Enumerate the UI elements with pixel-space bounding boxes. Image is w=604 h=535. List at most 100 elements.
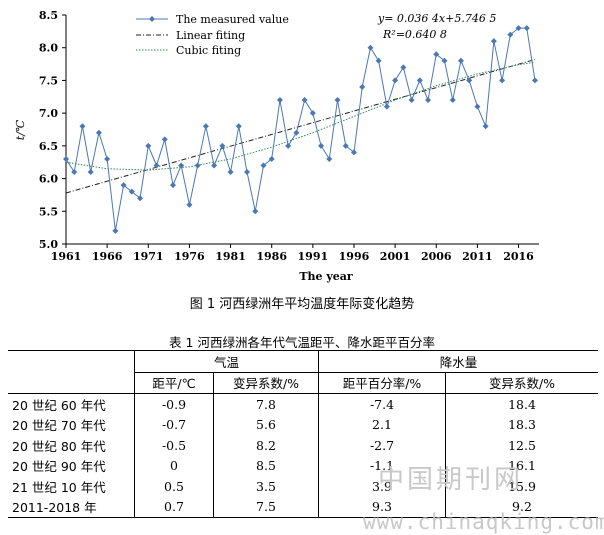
data-point xyxy=(128,188,135,195)
data-point xyxy=(87,169,94,176)
cell-temp-anomaly: 0.5 xyxy=(134,476,214,497)
data-point xyxy=(178,162,185,169)
data-point xyxy=(457,57,464,64)
cell-precip-cv: 15.9 xyxy=(445,476,598,497)
row-label: 20 世纪 60 年代 xyxy=(12,397,106,413)
group-header-temperature: 气温 xyxy=(134,350,319,373)
cell-temp-cv: 3.5 xyxy=(213,476,319,497)
x-tick-label: 1981 xyxy=(215,250,246,263)
cell-precip-anomaly-pct: 2.1 xyxy=(318,414,446,435)
data-point xyxy=(350,149,357,156)
data-point xyxy=(169,182,176,189)
data-point xyxy=(466,77,473,84)
row-label: 20 世纪 80 年代 xyxy=(12,438,106,454)
cell-precip-anomaly-pct: -2.7 xyxy=(318,435,446,456)
group-header-precipitation: 降水量 xyxy=(318,350,598,373)
x-tick-label: 1971 xyxy=(133,250,164,263)
cell-precip-anomaly-pct: 9.3 xyxy=(318,496,446,518)
cell-temp-anomaly: -0.9 xyxy=(134,393,214,415)
data-point xyxy=(425,97,432,104)
y-tick-label: 6.5 xyxy=(39,140,58,153)
data-point xyxy=(359,83,366,90)
table-group-header-row: 气温 降水量 xyxy=(8,350,598,373)
cell-precip-anomaly-pct: 3.9 xyxy=(318,476,446,497)
sub-header-empty xyxy=(8,372,135,394)
regression-equation: y= 0.036 4x+5.746 5 xyxy=(377,12,496,25)
x-axis-ticks: 1961 1966 1971 1976 1981 1986 1991 1996 2001 2006… xyxy=(51,244,534,263)
cell-temp-anomaly: 0.7 xyxy=(134,496,214,518)
data-point xyxy=(211,162,218,169)
x-tick-label: 1986 xyxy=(256,250,287,263)
cell-precip-cv: 18.3 xyxy=(445,414,598,435)
y-tick-label: 5.5 xyxy=(39,205,58,218)
data-point xyxy=(474,103,481,110)
measured-series xyxy=(63,25,538,234)
row-label: 20 世纪 90 年代 xyxy=(12,459,106,475)
data-point xyxy=(276,97,283,104)
data-point xyxy=(71,169,78,176)
data-point xyxy=(433,51,440,58)
cell-precip-cv: 9.2 xyxy=(445,496,598,518)
x-tick-label: 2006 xyxy=(421,250,452,263)
y-tick-label: 5.0 xyxy=(39,238,58,251)
table-row: 21 世纪 10 年代 0.5 3.5 3.9 15.9 xyxy=(8,476,598,497)
sub-header-precip-anomaly-pct: 距平百分率/% xyxy=(318,372,446,394)
data-point xyxy=(523,25,530,32)
data-point xyxy=(375,57,382,64)
sub-header-temp-anomaly: 距平/℃ xyxy=(134,372,214,394)
data-point xyxy=(326,155,333,162)
legend-item-cubic: Cubic fiting xyxy=(136,44,241,57)
data-point xyxy=(244,169,251,176)
data-point xyxy=(342,142,349,149)
x-tick-label: 1996 xyxy=(339,250,370,263)
data-point xyxy=(532,77,538,84)
table-row: 20 世纪 80 年代 -0.5 8.2 -2.7 12.5 xyxy=(8,435,598,456)
x-tick-label: 1976 xyxy=(174,250,205,263)
data-point xyxy=(219,142,226,149)
legend-item-linear: Linear fiting xyxy=(136,29,245,42)
r-squared: R²=0.640 8 xyxy=(382,28,447,41)
table-row: 2011-2018 年 0.7 7.5 9.3 9.2 xyxy=(8,496,598,518)
data-point xyxy=(186,201,193,208)
table-row: 20 世纪 90 年代 0 8.5 -1.1 16.1 xyxy=(8,455,598,476)
figure-caption: 图 1 河西绿洲年平均温度年际变化趋势 xyxy=(189,297,415,312)
data-point xyxy=(285,142,292,149)
y-axis-ticks: 5.0 5.5 6.0 6.5 7.0 7.5 8.0 8.5 xyxy=(39,9,66,251)
data-point xyxy=(161,136,168,143)
data-point xyxy=(137,195,144,202)
data-point xyxy=(293,129,300,136)
cell-temp-anomaly: 0 xyxy=(134,455,214,476)
fit-lines xyxy=(65,59,536,194)
cell-temp-cv: 7.5 xyxy=(213,496,319,518)
linear-fit-line xyxy=(65,59,536,194)
legend-label-measured: The measured value xyxy=(176,13,289,26)
x-tick-label: 2001 xyxy=(380,250,411,263)
data-point xyxy=(490,38,497,45)
cell-temp-cv: 8.2 xyxy=(213,435,319,456)
table-caption: 表 1 河西绿洲各年代气温距平、降水距平百分率 xyxy=(169,335,435,350)
table-row: 20 世纪 70 年代 -0.7 5.6 2.1 18.3 xyxy=(8,414,598,435)
x-axis-label: The year xyxy=(299,270,353,283)
sub-header-precip-cv: 变异系数/% xyxy=(445,372,598,394)
cell-precip-cv: 18.4 xyxy=(445,393,598,415)
y-tick-label: 8.0 xyxy=(39,42,58,55)
x-tick-label: 2011 xyxy=(462,250,493,263)
y-tick-label: 8.5 xyxy=(39,9,58,22)
x-tick-label: 1966 xyxy=(92,250,123,263)
anomaly-table: 气温 降水量 距平/℃ 变异系数/% 距平百分率/% 变异系数/% 20 世纪 … xyxy=(8,350,598,518)
chart-legend: The measured value Linear fiting Cubic f… xyxy=(136,13,289,57)
data-point xyxy=(383,103,390,110)
cell-precip-anomaly-pct: -7.4 xyxy=(318,393,446,415)
data-point xyxy=(235,123,242,130)
data-point xyxy=(416,77,423,84)
data-point xyxy=(318,142,325,149)
temperature-trend-chart: 5.0 5.5 6.0 6.5 7.0 7.5 8.0 8.5 1961 1966 1971 197… xyxy=(14,9,539,283)
cell-precip-cv: 16.1 xyxy=(445,455,598,476)
y-axis-label: t/℃ xyxy=(14,119,27,140)
y-tick-label: 7.0 xyxy=(39,107,58,120)
data-point xyxy=(260,162,267,169)
data-point xyxy=(309,110,316,117)
data-point xyxy=(400,64,407,71)
legend-label-cubic: Cubic fiting xyxy=(176,44,241,57)
x-tick-label: 1961 xyxy=(51,250,82,263)
